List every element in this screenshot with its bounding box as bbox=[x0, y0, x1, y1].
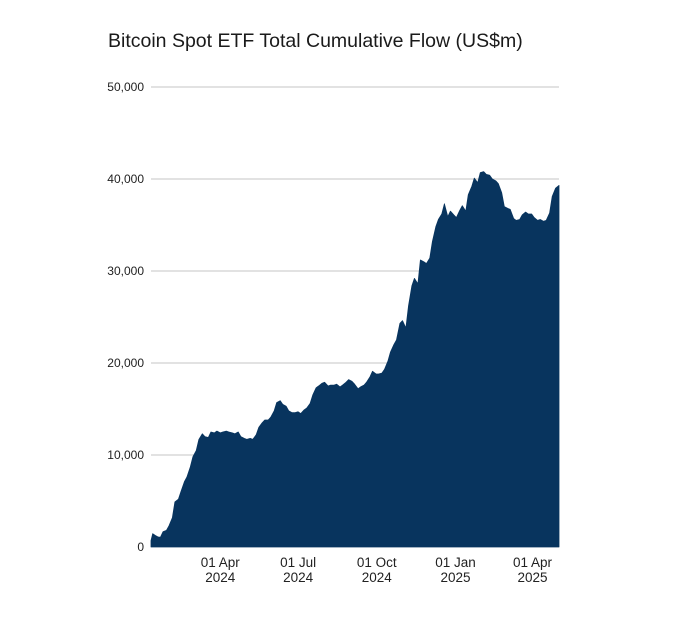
x-tick-label-year: 2024 bbox=[283, 570, 314, 585]
x-tick-label-month: 01 Apr bbox=[513, 555, 553, 570]
x-tick-label-month: 01 Apr bbox=[201, 555, 241, 570]
y-tick-label: 40,000 bbox=[107, 172, 144, 186]
x-tick-label-year: 2024 bbox=[362, 570, 393, 585]
x-tick-label-year: 2025 bbox=[517, 570, 547, 585]
chart-title: Bitcoin Spot ETF Total Cumulative Flow (… bbox=[108, 30, 523, 52]
x-tick-label-month: 01 Jul bbox=[280, 555, 316, 570]
cumulative-flow-area bbox=[150, 171, 560, 548]
x-tick-label-month: 01 Oct bbox=[357, 555, 397, 570]
x-tick-label-month: 01 Jan bbox=[435, 555, 476, 570]
y-tick-label: 30,000 bbox=[107, 264, 144, 278]
x-tick-label-year: 2025 bbox=[440, 570, 470, 585]
y-tick-label: 50,000 bbox=[107, 80, 144, 94]
x-tick-label-year: 2024 bbox=[205, 570, 236, 585]
y-axis-ticks: 0 10,000 20,000 30,000 40,000 50,000 bbox=[107, 80, 144, 554]
y-tick-label: 10,000 bbox=[107, 448, 144, 462]
area-series bbox=[150, 171, 560, 548]
y-tick-label: 0 bbox=[137, 540, 144, 554]
y-tick-label: 20,000 bbox=[107, 356, 144, 370]
